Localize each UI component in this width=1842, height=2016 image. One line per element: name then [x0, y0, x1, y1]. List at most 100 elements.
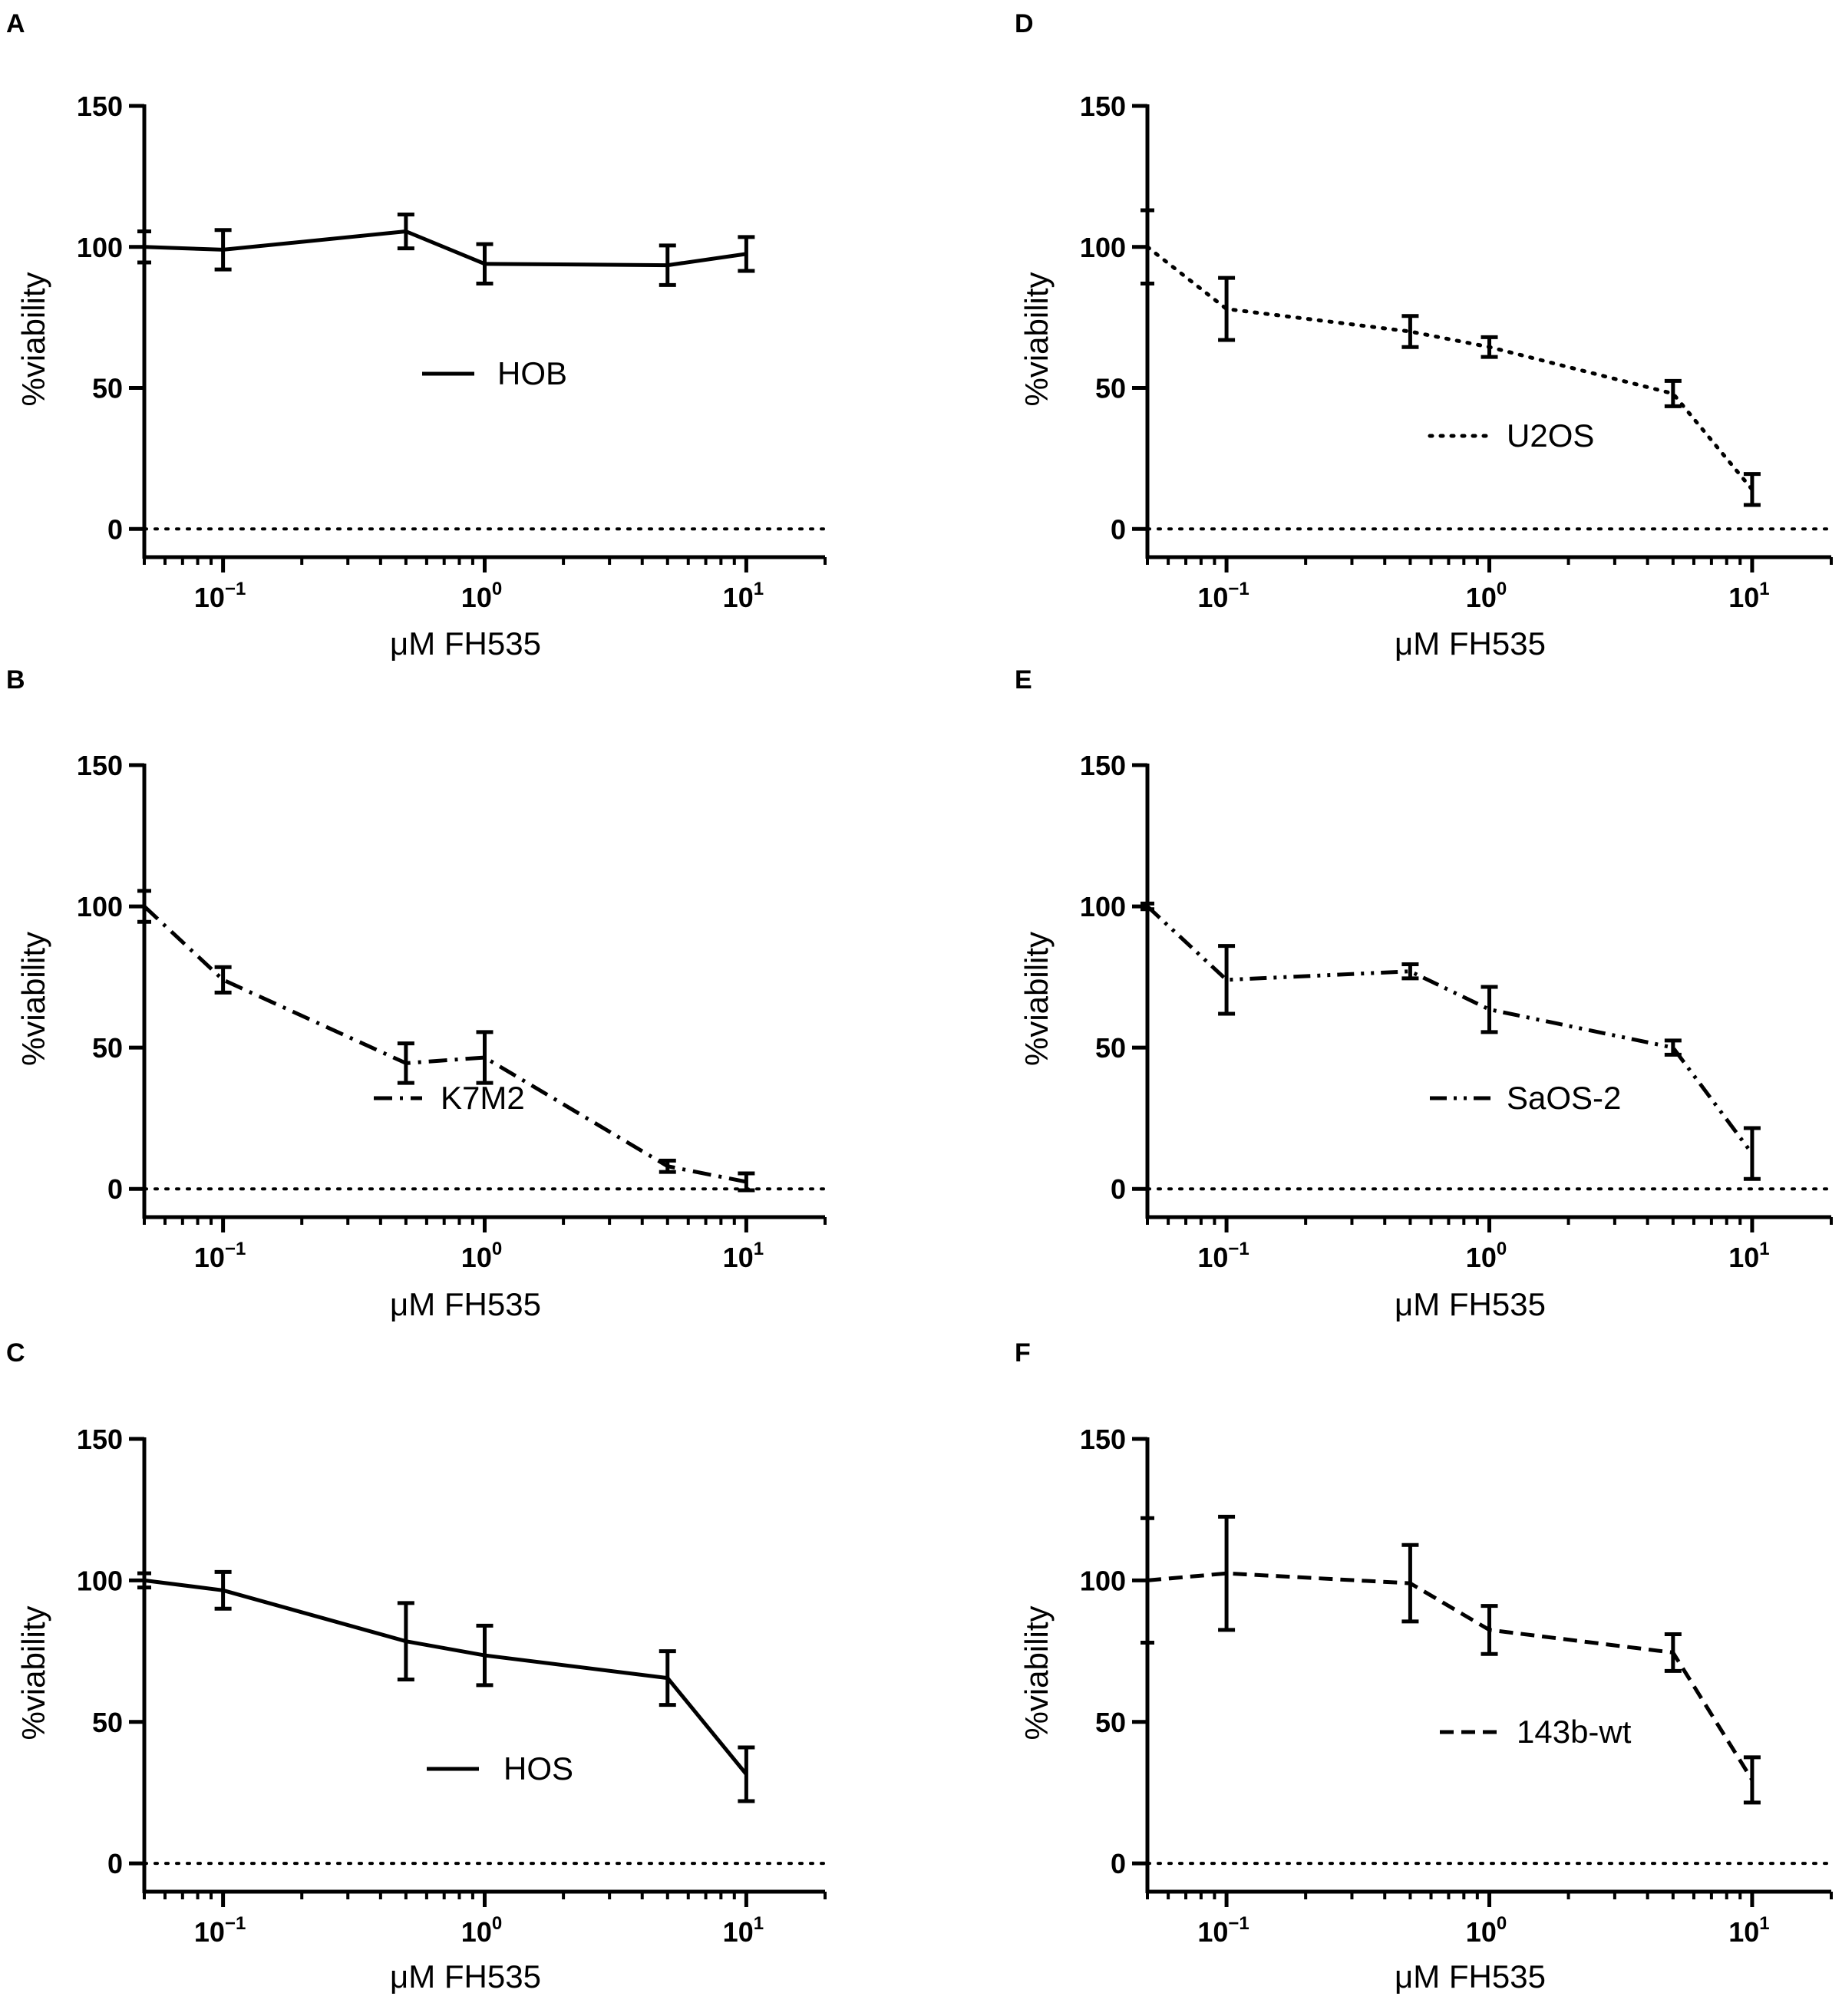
- series-line-hos: [144, 1578, 748, 1776]
- x-tick-label: 101: [1728, 1913, 1769, 1948]
- error-bar: [1481, 985, 1498, 1034]
- x-tick-label: 10−1: [194, 1913, 246, 1948]
- y-tick-label: 50: [92, 1707, 123, 1738]
- error-bar: [1218, 1514, 1236, 1632]
- y-axis-title: %viability: [15, 1605, 51, 1740]
- panel-e: E 0 50 100 150 %viability 10−1 100 101 μM FH535 Sa…: [1015, 665, 1833, 1322]
- y-tick-label: 100: [77, 891, 123, 922]
- error-bar: [397, 1041, 414, 1085]
- series-line-k7m2: [143, 905, 747, 1184]
- y-axis-title: %viability: [1018, 272, 1055, 406]
- y-tick-label: 100: [77, 232, 123, 263]
- x-tick-label: 10−1: [1197, 1239, 1249, 1273]
- y-tick-label: 50: [1095, 1707, 1126, 1738]
- x-tick-label: 101: [723, 1239, 764, 1273]
- error-bar: [1218, 276, 1236, 342]
- x-tick-label: 10−1: [1197, 579, 1249, 613]
- y-axis-title: %viability: [1018, 1605, 1055, 1740]
- y-tick-label: 50: [1095, 373, 1126, 404]
- y-tick-label: 0: [107, 1848, 123, 1879]
- x-axis-title: μM FH535: [1395, 1958, 1546, 1995]
- legend-label: U2OS: [1507, 417, 1594, 454]
- error-bar: [659, 1158, 676, 1174]
- error-bar: [214, 228, 232, 272]
- y-tick-label: 150: [77, 91, 123, 122]
- error-bar: [1743, 472, 1761, 507]
- error-bar: [397, 212, 414, 251]
- error-bar: [1481, 335, 1498, 359]
- y-axis-title: %viability: [15, 272, 51, 406]
- legend: K7M2: [374, 1080, 525, 1116]
- y-tick-label: 100: [1080, 1565, 1126, 1596]
- error-bar: [137, 1571, 151, 1590]
- error-bar: [1401, 314, 1419, 349]
- y-tick-label: 100: [1080, 891, 1126, 922]
- error-bar: [738, 1171, 755, 1193]
- error-bar: [137, 889, 151, 924]
- legend-label: HOB: [497, 355, 567, 391]
- error-bar: [1664, 378, 1682, 408]
- panel-d: D 0 50 100 150 %viability 10−1 100 101 μM FH535 U2…: [1015, 9, 1833, 662]
- error-bar: [1141, 208, 1154, 286]
- legend-label: K7M2: [441, 1080, 525, 1116]
- series-line-143b-wt: [1147, 1571, 1755, 1781]
- x-axis-title: μM FH535: [390, 1958, 541, 1995]
- y-axis-title: %viability: [15, 932, 51, 1066]
- error-bar: [1664, 1632, 1682, 1673]
- x-axis-title: μM FH535: [390, 1286, 541, 1322]
- y-tick-label: 150: [77, 750, 123, 781]
- panel-letter: C: [6, 1338, 25, 1368]
- panel-letter: D: [1015, 9, 1034, 38]
- error-bar: [1401, 962, 1419, 981]
- legend-label: SaOS-2: [1507, 1080, 1621, 1116]
- panel-letter: B: [6, 665, 25, 695]
- error-bar: [1664, 1038, 1682, 1057]
- x-axis-title: μM FH535: [1395, 1286, 1546, 1322]
- error-bar: [738, 1745, 755, 1803]
- error-bar: [1141, 1516, 1154, 1645]
- error-bar: [397, 1601, 414, 1681]
- error-bar: [214, 965, 232, 995]
- y-tick-label: 50: [92, 1032, 123, 1064]
- y-tick-label: 50: [92, 373, 123, 404]
- error-bar: [738, 235, 755, 273]
- x-tick-label: 100: [461, 1913, 502, 1948]
- error-bar: [137, 229, 151, 265]
- y-axis-title: %viability: [1018, 932, 1055, 1066]
- error-bar: [1481, 1604, 1498, 1656]
- x-tick-label: 101: [1728, 1239, 1769, 1273]
- y-tick-label: 150: [1080, 91, 1126, 122]
- y-tick-label: 0: [1111, 1173, 1126, 1205]
- x-tick-label: 101: [723, 579, 764, 613]
- panel-a: A 0 50 100 150 %viability 10−1 100 101 μM FH535 HO…: [6, 9, 827, 662]
- error-bar: [1141, 901, 1154, 912]
- x-tick-label: 100: [1466, 1239, 1507, 1273]
- error-bar: [1401, 1543, 1419, 1624]
- error-bar: [1218, 944, 1236, 1016]
- error-bar: [659, 243, 676, 287]
- y-tick-label: 100: [77, 1565, 123, 1596]
- x-tick-label: 10−1: [194, 1239, 246, 1273]
- error-bar: [1743, 1755, 1761, 1805]
- y-tick-label: 0: [1111, 513, 1126, 545]
- legend: U2OS: [1428, 417, 1594, 454]
- error-bar: [476, 1030, 494, 1085]
- panel-c: C 0 50 100 150 %viability 10−1 100 101 μM FH535 HO…: [6, 1338, 827, 1995]
- x-axis-title: μM FH535: [390, 625, 541, 662]
- panel-letter: E: [1015, 665, 1032, 695]
- panel-f: F 0 50 100 150 %viability 10−1 100 101 μM FH535 14…: [1015, 1338, 1833, 1995]
- error-bar: [1743, 1126, 1761, 1181]
- error-bar: [659, 1649, 676, 1707]
- x-tick-label: 101: [1728, 579, 1769, 613]
- x-tick-label: 100: [1466, 579, 1507, 613]
- y-tick-label: 150: [1080, 750, 1126, 781]
- series-line-u2os: [1145, 245, 1755, 492]
- panel-letter: F: [1015, 1338, 1031, 1368]
- y-tick-label: 100: [1080, 232, 1126, 263]
- error-bar: [476, 242, 494, 286]
- y-tick-label: 50: [1095, 1032, 1126, 1064]
- series-line-saos-2: [1146, 905, 1754, 1155]
- y-tick-label: 150: [77, 1424, 123, 1455]
- x-tick-label: 10−1: [194, 579, 246, 613]
